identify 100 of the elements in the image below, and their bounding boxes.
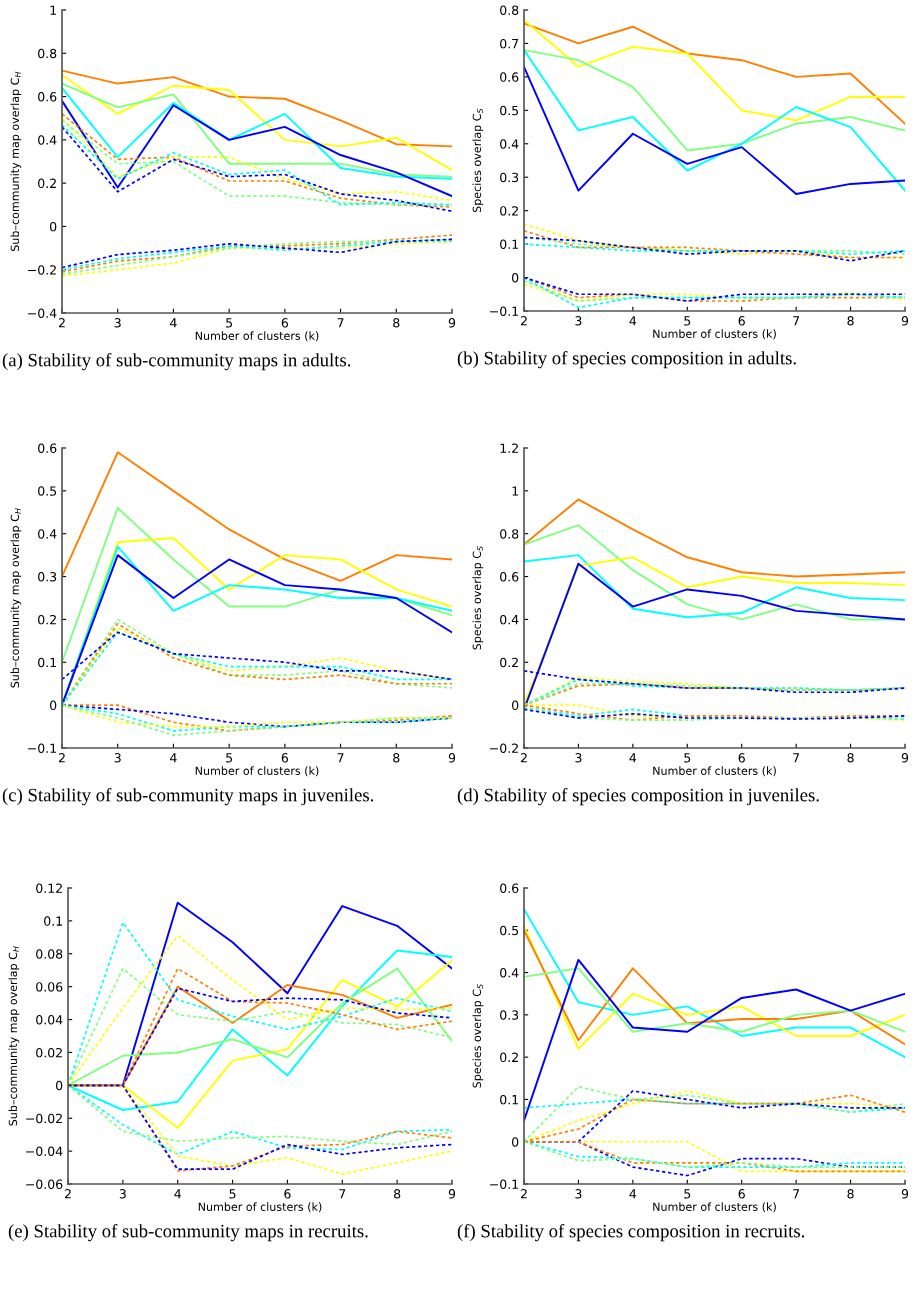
x-tick-label: 2 bbox=[520, 753, 527, 763]
y-tick-label: 0.1 bbox=[500, 1094, 518, 1105]
y-tick-label: −0.1 bbox=[490, 306, 518, 316]
y-tick-label: −0.04 bbox=[26, 1146, 63, 1157]
y-tick-label: 0.5 bbox=[500, 925, 519, 936]
y-tick-label: 0.5 bbox=[500, 105, 519, 116]
x-tick-label: 6 bbox=[738, 1189, 745, 1199]
x-tick-label: 7 bbox=[793, 316, 800, 326]
x-tick-label: 2 bbox=[520, 1189, 527, 1199]
line-series bbox=[524, 49, 905, 152]
y-axis-title: Species overlap C$_{S}$ bbox=[472, 546, 484, 650]
x-tick-label: 5 bbox=[684, 753, 691, 763]
x-tick-label: 3 bbox=[114, 318, 121, 328]
y-tick-label: 0 bbox=[56, 1080, 63, 1091]
y-tick-label: 0.4 bbox=[38, 135, 57, 145]
x-tick-label: 9 bbox=[901, 316, 909, 326]
x-tick-label: 5 bbox=[226, 318, 233, 328]
y-axis-title: Species overlap C$_{S}$ bbox=[472, 108, 484, 213]
y-tick-label: −0.2 bbox=[490, 743, 518, 753]
x-tick-label: 6 bbox=[284, 1189, 291, 1199]
x-tick-label: 8 bbox=[847, 1189, 854, 1199]
x-tick-label: 3 bbox=[114, 753, 121, 763]
x-tick-label: 4 bbox=[629, 753, 637, 763]
y-tick-label: 0.3 bbox=[38, 572, 57, 582]
y-tick-label: 0.1 bbox=[500, 239, 518, 250]
y-tick-label: 0 bbox=[512, 700, 519, 711]
y-tick-label: 0.8 bbox=[500, 529, 519, 539]
y-tick-label: 0 bbox=[50, 700, 57, 711]
x-tick-label: 7 bbox=[793, 753, 800, 763]
x-tick-label: 5 bbox=[229, 1189, 236, 1199]
x-tick-label: 9 bbox=[448, 1189, 456, 1199]
y-tick-label: 1 bbox=[512, 486, 518, 496]
y-tick-label: −0.06 bbox=[26, 1179, 63, 1189]
y-tick-label: 0.1 bbox=[44, 916, 62, 926]
x-tick-label: 7 bbox=[793, 1189, 800, 1199]
x-axis-title: Number of clusters (k) bbox=[198, 1202, 322, 1213]
y-tick-label: 0.7 bbox=[500, 38, 519, 49]
x-tick-label: 8 bbox=[394, 1189, 401, 1199]
x-tick-label: 5 bbox=[684, 1189, 691, 1199]
line-series bbox=[524, 229, 905, 259]
x-tick-label: 7 bbox=[337, 753, 344, 763]
y-tick-label: −0.4 bbox=[28, 308, 57, 318]
y-tick-label: 0.12 bbox=[36, 883, 62, 893]
y-tick-label: 0.08 bbox=[36, 949, 63, 959]
y-tick-label: 0.2 bbox=[500, 206, 518, 216]
text: (a) Stability of sub-community maps in adults. bbox=[2, 353, 351, 371]
x-tick-label: 2 bbox=[520, 316, 527, 326]
x-tick-label: 7 bbox=[337, 318, 344, 328]
y-tick-label: −0.1 bbox=[490, 1179, 518, 1189]
x-axis-title: Number of clusters (k) bbox=[653, 1202, 776, 1213]
line-series bbox=[524, 1098, 905, 1113]
text: (c) Stability of sub-community maps in juveniles. bbox=[2, 788, 374, 806]
x-tick-label: 7 bbox=[339, 1189, 346, 1199]
x-tick-label: 4 bbox=[170, 318, 177, 328]
x-tick-label: 3 bbox=[575, 1189, 582, 1199]
y-tick-label: 0.4 bbox=[500, 139, 519, 149]
x-tick-label: 9 bbox=[448, 318, 456, 328]
x-tick-label: 6 bbox=[281, 753, 289, 763]
line-series bbox=[524, 908, 905, 1059]
y-tick-label: 0.04 bbox=[36, 1015, 63, 1025]
y-tick-label: 1 bbox=[50, 5, 56, 15]
x-tick-label: 9 bbox=[448, 753, 456, 763]
line-series bbox=[524, 554, 905, 619]
y-tick-label: 0.4 bbox=[500, 968, 519, 978]
line-series bbox=[524, 958, 905, 1122]
x-tick-label: 9 bbox=[901, 1189, 909, 1199]
y-tick-label: −0.1 bbox=[28, 743, 56, 753]
x-tick-label: 5 bbox=[684, 316, 691, 326]
x-tick-label: 8 bbox=[847, 753, 854, 763]
text: (e) Stability of sub-community maps in recruits. bbox=[8, 1224, 368, 1242]
x-tick-label: 3 bbox=[119, 1189, 126, 1199]
line-series bbox=[524, 243, 905, 255]
y-tick-label: 0.3 bbox=[500, 1010, 519, 1020]
y-tick-label: 0.1 bbox=[38, 657, 56, 668]
x-tick-label: 6 bbox=[738, 753, 745, 763]
line-series bbox=[524, 498, 905, 578]
y-tick-label: 0.06 bbox=[36, 982, 63, 992]
x-tick-label: 6 bbox=[738, 316, 745, 326]
y-tick-label: 0.5 bbox=[38, 486, 57, 496]
y-tick-label: 0.6 bbox=[38, 443, 57, 453]
y-tick-label: 0.2 bbox=[38, 178, 56, 189]
x-tick-label: 4 bbox=[174, 1189, 181, 1199]
line-series bbox=[62, 451, 452, 582]
y-tick-label: −0.02 bbox=[26, 1113, 62, 1124]
y-tick-label: 0.02 bbox=[36, 1047, 62, 1058]
x-tick-label: 4 bbox=[629, 1189, 637, 1199]
x-tick-label: 2 bbox=[58, 318, 65, 328]
y-tick-label: 0 bbox=[512, 273, 519, 283]
y-tick-label: 0.2 bbox=[500, 657, 518, 668]
y-tick-label: 0.3 bbox=[500, 172, 519, 183]
y-tick-label: 0.6 bbox=[500, 72, 519, 82]
y-axis-title: Sub–community map overlap C$_{H}$ bbox=[8, 946, 20, 1126]
x-tick-label: 2 bbox=[58, 753, 65, 763]
y-tick-label: −0.2 bbox=[28, 265, 56, 275]
y-tick-label: 1.2 bbox=[500, 443, 518, 453]
text: (d) Stability of species composition in juveniles. bbox=[457, 788, 819, 806]
x-tick-label: 8 bbox=[847, 316, 854, 326]
y-tick-label: 0.4 bbox=[500, 614, 519, 625]
x-axis-title: Number of clusters (k) bbox=[653, 329, 776, 340]
y-tick-label: 0.8 bbox=[38, 48, 57, 59]
